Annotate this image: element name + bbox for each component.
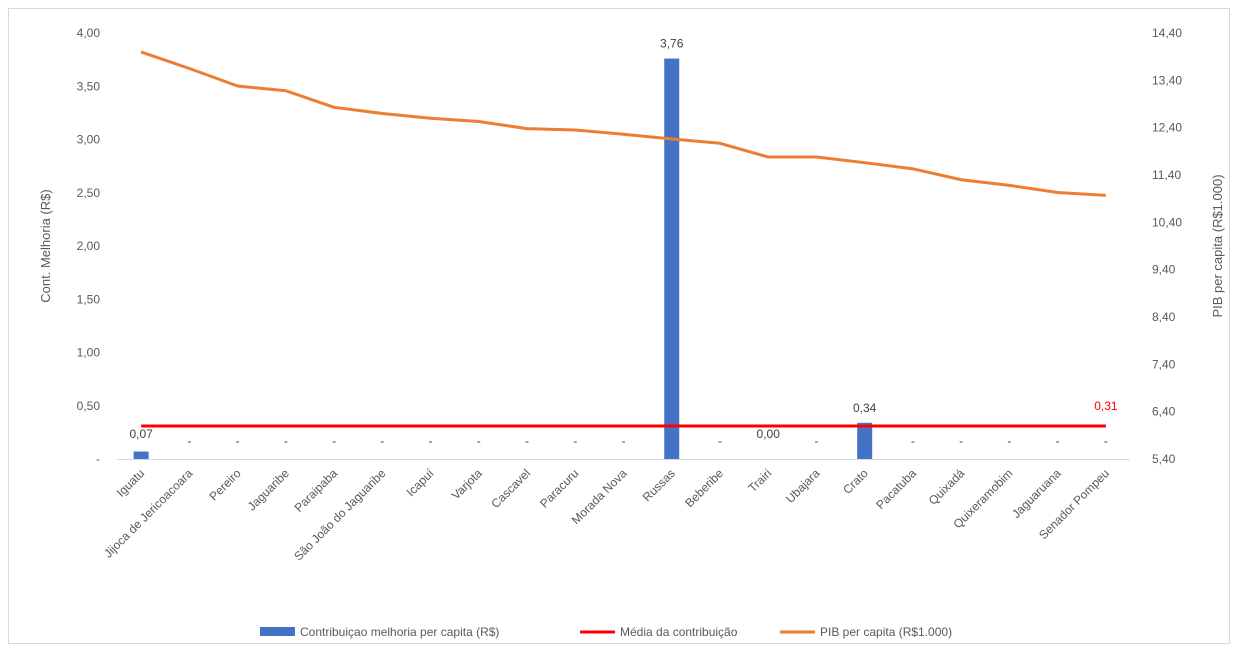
x-category-label: Pereiro (206, 466, 243, 503)
y-left-tick-label: 2,00 (77, 239, 101, 253)
bar-data-label: - (1007, 434, 1011, 448)
legend: Contribuiçao melhoria per capita (R$) Méd… (260, 625, 952, 639)
bar-data-label: - (1104, 434, 1108, 448)
y-right-tick-label: 8,40 (1152, 310, 1176, 324)
x-category-label: Paraipaba (292, 466, 341, 515)
bar (857, 422, 873, 459)
y-right-tick-label: 12,40 (1152, 121, 1182, 135)
chart-frame (8, 8, 1230, 644)
bar-data-label: - (573, 434, 577, 448)
bar-data-label: - (718, 434, 722, 448)
x-category-label: Paracuru (537, 466, 581, 510)
bar-data-label: - (911, 434, 915, 448)
bar-data-label: - (525, 434, 529, 448)
y-right-tick-label: 14,40 (1152, 26, 1182, 40)
x-category-label: Iguatu (114, 466, 147, 499)
bar-data-label: - (380, 434, 384, 448)
y-right-axis-title: PIB per capita (R$1.000) (1210, 174, 1225, 317)
y-left-tick-label: 1,50 (77, 292, 101, 306)
bar (133, 451, 149, 459)
bar-data-label: 0,34 (853, 401, 877, 415)
y-right-tick-label: 7,40 (1152, 357, 1176, 371)
bar-data-label: - (236, 434, 240, 448)
y-right-tick-label: 5,40 (1152, 452, 1176, 466)
x-category-label: Cascavel (488, 466, 533, 511)
y-right-tick-label: 9,40 (1152, 263, 1176, 277)
axes-layer: - 0,50 1,00 1,50 2,00 2,50 3,00 3,50 4,00 5,40 6,4… (38, 26, 1225, 563)
legend-swatch (260, 627, 295, 636)
legend-label: PIB per capita (R$1.000) (820, 625, 952, 639)
x-category-label: Icapuí (404, 466, 437, 499)
x-category-label: Ubajara (783, 466, 823, 506)
y-right-tick-label: 10,40 (1152, 215, 1182, 229)
y-left-tick-label: 3,50 (77, 79, 101, 93)
bar-data-label: - (187, 434, 191, 448)
bar-data-label: 0,00 (757, 427, 781, 441)
bars-layer (133, 58, 873, 460)
labels-layer: 0,07 - - - - - - - - - - 3,76 - 0,00 - 0,34 - - - - - 0,31 (129, 37, 1117, 448)
legend-label: Média da contribuição (620, 625, 738, 639)
bar-data-label: - (814, 434, 818, 448)
bar-data-label: 3,76 (660, 37, 684, 51)
y-left-tick-label: 2,50 (77, 186, 101, 200)
x-category-label: Pacatuba (873, 466, 919, 512)
bar-data-label: 0,07 (129, 427, 153, 441)
legend-label: Contribuiçao melhoria per capita (R$) (300, 625, 499, 639)
y-left-tick-label: 0,50 (77, 399, 101, 413)
y-left-tick-label: 3,00 (77, 133, 101, 147)
x-category-label: Jaguaribe (245, 466, 292, 513)
y-left-tick-label: 4,00 (77, 26, 101, 40)
x-category-label: Russas (640, 466, 678, 504)
x-category-label: Jijoca de Jericoacoara (101, 466, 196, 561)
x-category-label: Trairi (745, 466, 774, 495)
pib-line (140, 50, 1106, 197)
x-category-label: São João do Jaguaribe (291, 466, 388, 563)
y-left-axis-title: Cont. Melhoria (R$) (38, 189, 53, 302)
x-category-label: Crato (840, 466, 871, 497)
bar-data-label: - (477, 434, 481, 448)
bar-data-label: - (429, 434, 433, 448)
average-data-label: 0,31 (1094, 399, 1118, 413)
y-left-tick-label: - (96, 452, 100, 466)
x-category-label: Beberibe (682, 466, 726, 510)
bar-data-label: - (332, 434, 336, 448)
y-right-tick-label: 11,40 (1152, 168, 1181, 182)
lines-layer (140, 50, 1106, 428)
bar (664, 58, 680, 460)
x-category-label: Quixadá (926, 466, 968, 508)
bar-data-label: - (959, 434, 963, 448)
x-category-label: Varjota (449, 466, 485, 502)
y-right-tick-label: 13,40 (1152, 73, 1182, 87)
y-right-tick-label: 6,40 (1152, 405, 1176, 419)
bar-data-label: - (622, 434, 626, 448)
bar-data-label: - (284, 434, 288, 448)
y-left-tick-label: 1,00 (77, 346, 101, 360)
bar-data-label: - (1056, 434, 1060, 448)
